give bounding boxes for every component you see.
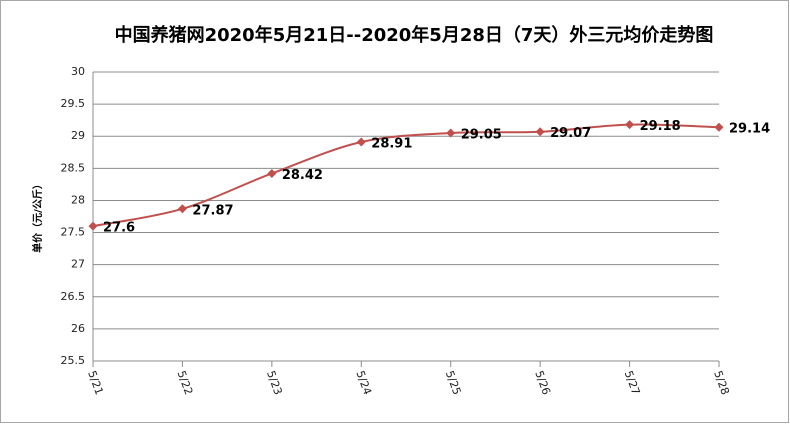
y-tick-label: 26 xyxy=(71,322,85,335)
data-label: 28.91 xyxy=(371,137,412,152)
data-label: 28.42 xyxy=(282,168,323,183)
chart-title: 中国养猪网2020年5月21日--2020年5月28日（7天）外三元均价走势图 xyxy=(115,24,714,46)
data-label: 29.07 xyxy=(550,126,591,141)
y-tick-label: 25.5 xyxy=(61,354,86,367)
y-tick-label: 26.5 xyxy=(61,290,86,303)
series-line xyxy=(92,123,720,228)
marker xyxy=(714,122,724,132)
y-tick-label: 28.5 xyxy=(61,161,86,174)
marker xyxy=(446,128,456,138)
y-tick-label: 27 xyxy=(71,258,85,271)
y-tick-label: 29 xyxy=(71,129,85,142)
y-tick-label: 30 xyxy=(71,65,85,78)
marker xyxy=(356,137,366,147)
data-label: 27.87 xyxy=(192,203,233,218)
y-tick-label: 28 xyxy=(71,193,85,206)
data-label: 29.05 xyxy=(461,128,502,143)
marker xyxy=(535,127,545,137)
marker xyxy=(267,168,277,178)
y-axis-label: 单价（元/公斤） xyxy=(31,179,44,253)
data-label: 29.14 xyxy=(729,122,770,137)
marker xyxy=(177,204,187,214)
y-tick-label: 27.5 xyxy=(61,226,86,239)
data-label: 27.6 xyxy=(103,221,135,236)
marker xyxy=(625,120,635,130)
y-tick-label: 29.5 xyxy=(61,97,86,110)
marker xyxy=(88,221,98,231)
data-label: 29.18 xyxy=(640,119,681,134)
